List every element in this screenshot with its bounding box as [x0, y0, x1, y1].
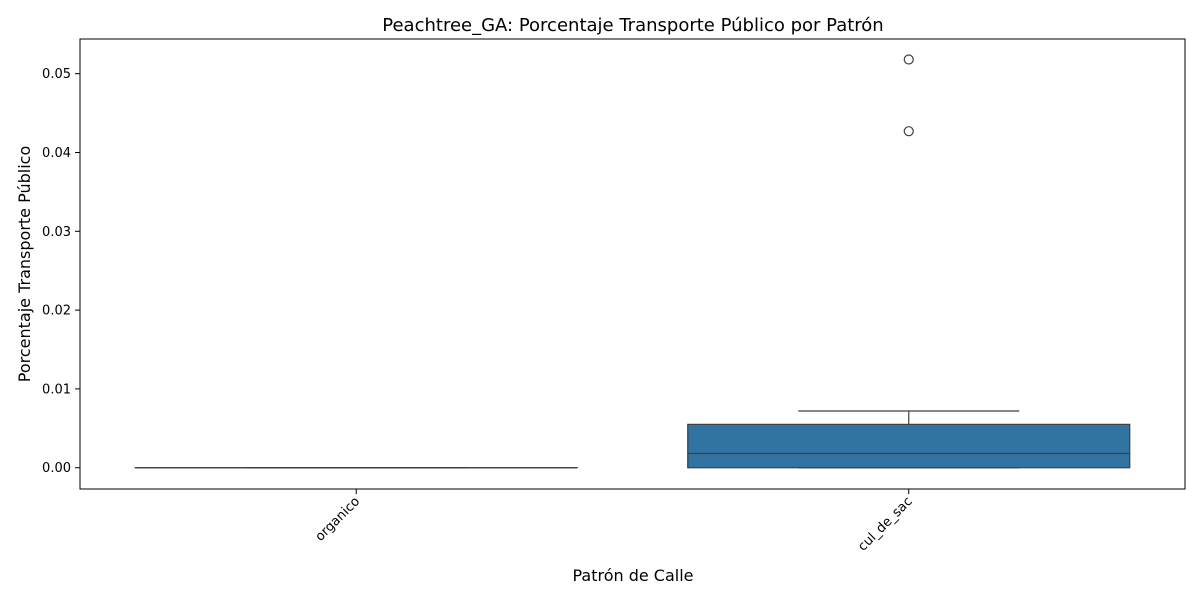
y-tick-label: 0.01 — [42, 382, 71, 397]
outlier-point — [903, 54, 914, 65]
box-cul_de_sac — [687, 54, 1131, 469]
y-tick-label: 0.00 — [42, 461, 71, 476]
y-tick-label: 0.04 — [42, 146, 71, 161]
x-tick-label: cul_de_sac — [855, 494, 915, 554]
y-tick-label: 0.03 — [42, 225, 71, 240]
y-tick-label: 0.05 — [42, 67, 71, 82]
y-tick-label: 0.02 — [42, 304, 71, 319]
outlier-point — [903, 126, 914, 137]
x-axis-label: Patrón de Calle — [572, 566, 693, 585]
box-body — [687, 423, 1131, 469]
chart-title: Peachtree_GA: Porcentaje Transporte Públ… — [382, 15, 883, 36]
plot-frame — [79, 38, 1186, 490]
x-tick-label: organico — [313, 494, 363, 544]
y-axis-label: Porcentaje Transporte Público — [15, 146, 34, 382]
plot-area: 0.00 0.01 0.02 0.03 0.04 0.05 organico cul_de_s… — [42, 54, 1131, 554]
